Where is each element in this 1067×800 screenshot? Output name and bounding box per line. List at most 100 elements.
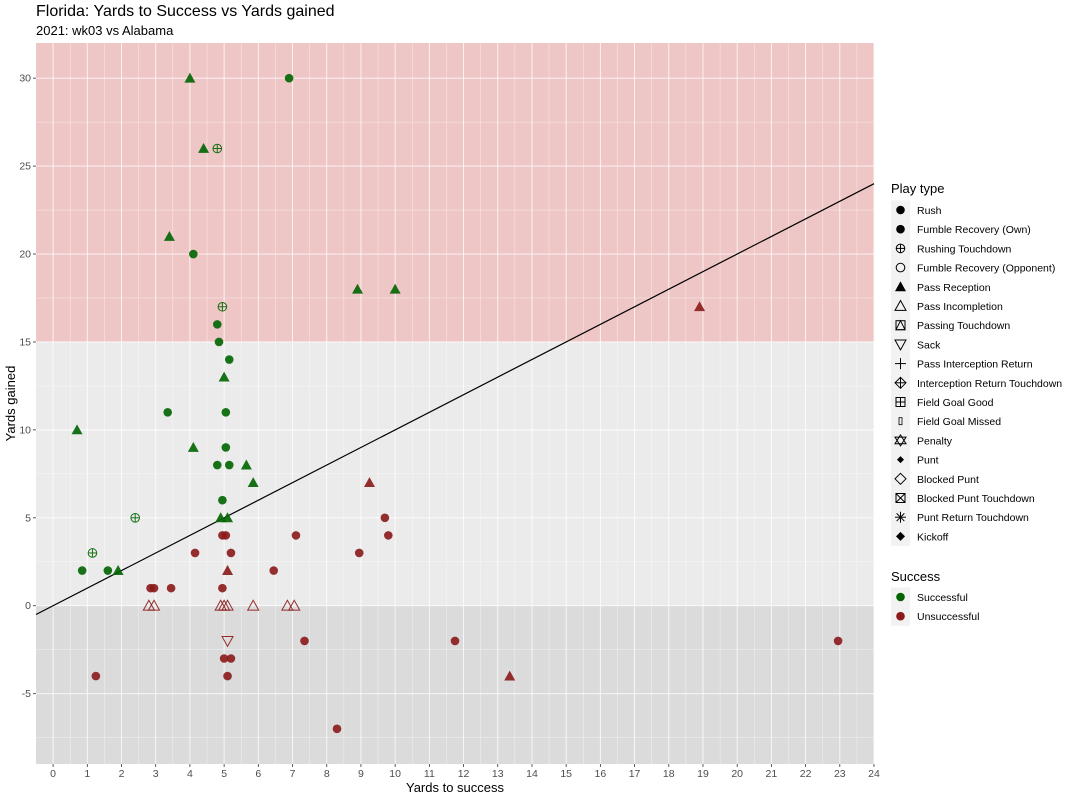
x-tick-label: 8 bbox=[324, 768, 330, 780]
data-point bbox=[147, 599, 161, 611]
data-point bbox=[224, 355, 234, 364]
data-point bbox=[77, 566, 87, 575]
legend-item-label: Successful bbox=[917, 592, 968, 604]
legend-item: Fumble Recovery (Opponent) bbox=[891, 258, 1055, 278]
legend-key-symbol bbox=[895, 397, 906, 407]
data-point bbox=[384, 531, 393, 540]
data-point bbox=[224, 460, 234, 470]
data-point bbox=[246, 599, 260, 611]
data-point bbox=[130, 513, 140, 523]
legend-key-symbol bbox=[896, 224, 905, 234]
data-point bbox=[212, 143, 223, 154]
data-point bbox=[221, 599, 234, 611]
legend-item-label: Unsuccessful bbox=[917, 611, 979, 623]
data-point bbox=[269, 566, 279, 575]
legend-key-symbol bbox=[895, 281, 906, 292]
legend-key-bg bbox=[891, 315, 910, 335]
data-point bbox=[450, 636, 460, 646]
legend-key-symbol bbox=[895, 358, 906, 370]
data-point bbox=[189, 249, 198, 259]
legend-key-bg bbox=[891, 334, 910, 354]
data-point bbox=[91, 671, 101, 681]
data-point bbox=[149, 583, 159, 593]
legend-item: Rush bbox=[891, 200, 942, 220]
legend-item: Passing Touchdown bbox=[891, 315, 1010, 335]
data-point bbox=[389, 283, 401, 294]
x-tick-label: 5 bbox=[221, 768, 227, 780]
data-point bbox=[187, 441, 199, 452]
data-point bbox=[222, 565, 234, 575]
legend-key-symbol bbox=[895, 319, 906, 331]
data-point bbox=[221, 531, 231, 540]
y-axis-title: Yards gained bbox=[3, 366, 18, 442]
legend-item: Pass Interception Return bbox=[891, 354, 1033, 374]
data-point bbox=[332, 724, 342, 734]
legend-key-symbol bbox=[898, 417, 903, 426]
legend-key-symbol bbox=[896, 531, 905, 541]
x-tick-label: 24 bbox=[868, 768, 880, 780]
x-tick-label: 22 bbox=[800, 768, 812, 780]
data-point bbox=[281, 599, 294, 611]
data-point bbox=[190, 548, 200, 558]
x-axis-title: Yards to success bbox=[406, 780, 505, 795]
x-tick-label: 9 bbox=[358, 768, 364, 780]
legend-item-label: Pass Reception bbox=[917, 282, 991, 294]
data-point bbox=[352, 283, 364, 294]
x-tick-label: 10 bbox=[389, 768, 401, 780]
legend-item-label: Rush bbox=[917, 205, 942, 217]
legend-item-label: Field Goal Missed bbox=[917, 416, 1001, 428]
x-tick-label: 4 bbox=[187, 768, 193, 780]
legend-key-symbol bbox=[894, 299, 907, 311]
data-point bbox=[212, 320, 222, 329]
legend-item-label: Field Goal Good bbox=[917, 397, 994, 409]
data-point bbox=[833, 636, 843, 646]
legend-item: Punt Return Touchdown bbox=[891, 507, 1029, 527]
legend-key-bg bbox=[891, 430, 910, 450]
legend-item: Kickoff bbox=[891, 526, 948, 546]
data-point bbox=[504, 670, 516, 681]
chart-subtitle: 2021: wk03 vs Alabama bbox=[36, 23, 174, 38]
y-tick-label: 10 bbox=[19, 424, 31, 436]
legend-play-type-title: Play type bbox=[891, 181, 944, 196]
data-point bbox=[247, 477, 259, 488]
x-tick-label: 3 bbox=[153, 768, 159, 780]
legend-item: Field Goal Missed bbox=[891, 411, 1001, 431]
legend-item-label: Fumble Recovery (Opponent) bbox=[917, 263, 1055, 275]
legend-key-symbol bbox=[895, 493, 906, 503]
legend-item: Rushing Touchdown bbox=[891, 238, 1012, 258]
data-point bbox=[240, 459, 252, 470]
data-point bbox=[71, 424, 83, 435]
y-axis-ticks: -5 0 5 10 15 20 25 30 bbox=[19, 73, 36, 700]
legend-success-title: Success bbox=[891, 569, 941, 584]
data-point bbox=[218, 495, 227, 505]
legend-key-symbol bbox=[894, 339, 907, 351]
data-point bbox=[223, 671, 232, 681]
x-tick-label: 13 bbox=[492, 768, 504, 780]
data-point bbox=[218, 371, 230, 382]
data-point bbox=[219, 654, 229, 663]
data-point bbox=[218, 583, 227, 593]
reference-line bbox=[35, 183, 875, 616]
legend-key-symbol bbox=[894, 376, 907, 390]
legend-item-label: Interception Return Touchdown bbox=[917, 378, 1062, 390]
legend-key-symbol bbox=[895, 243, 906, 254]
legend-item: Interception Return Touchdown bbox=[891, 373, 1062, 393]
legend-item-label: Punt Return Touchdown bbox=[917, 512, 1029, 524]
background-bands bbox=[36, 43, 874, 764]
data-point bbox=[103, 566, 113, 575]
data-point bbox=[198, 143, 210, 153]
grid-lines bbox=[36, 43, 875, 764]
data-point bbox=[222, 512, 234, 523]
legend-success: Success Successful Unsuccessful bbox=[891, 569, 979, 626]
data-point bbox=[212, 460, 222, 470]
data-point bbox=[217, 301, 228, 312]
data-point bbox=[284, 73, 294, 83]
x-tick-label: 23 bbox=[834, 768, 846, 780]
y-tick-label: -5 bbox=[22, 688, 31, 700]
x-tick-label: 21 bbox=[766, 768, 778, 780]
legend-item-label: Passing Touchdown bbox=[917, 320, 1010, 332]
x-tick-label: 20 bbox=[731, 768, 743, 780]
band-0 bbox=[36, 43, 874, 342]
legend-item: Successful bbox=[891, 587, 968, 607]
